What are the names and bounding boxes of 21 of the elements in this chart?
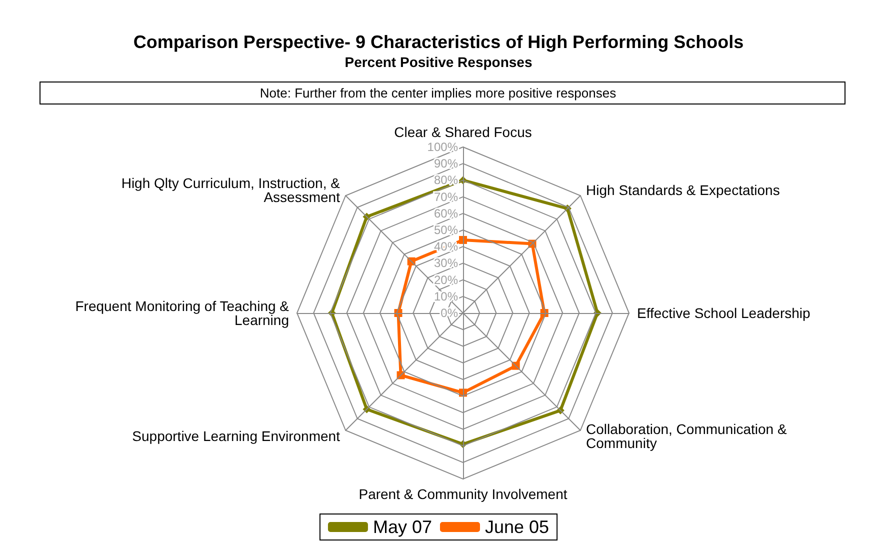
legend-label: June 05: [484, 517, 550, 537]
spoke-label: Effective School Leadership: [637, 305, 811, 321]
spoke-label: Collaboration, Communication & Community: [586, 421, 788, 452]
spoke-label: Clear & Shared Focus: [394, 124, 532, 140]
y-tick-label: 90%: [434, 156, 458, 171]
y-tick-label: 30%: [434, 256, 458, 270]
y-tick-label: 80%: [434, 173, 458, 188]
text: Note: Further from the center implies more positive responses: [260, 86, 617, 100]
chart-title: Comparison Perspective- 9 Characteristics of High Performing Schools: [133, 32, 744, 52]
spoke-label: High Standards & Expectations: [586, 182, 780, 198]
y-tick-label: 20%: [434, 272, 458, 287]
spoke-label: High Qlty Curriculum, Instruction, & Assessment: [121, 174, 341, 205]
spoke-label: Frequent Monitoring of Teaching & Learning: [75, 298, 290, 328]
chart-subtitle: Percent Positive Responses: [344, 54, 532, 70]
y-tick-label: 60%: [434, 206, 458, 220]
y-tick-label: 50%: [434, 223, 458, 237]
spoke-label: Supportive Learning Environment: [132, 428, 340, 444]
y-tick-label: 100%: [427, 140, 458, 154]
legend-label: May 07: [372, 517, 432, 537]
spoke-label: Parent & Community Involvement: [358, 486, 568, 502]
y-tick-label: 70%: [434, 190, 458, 204]
